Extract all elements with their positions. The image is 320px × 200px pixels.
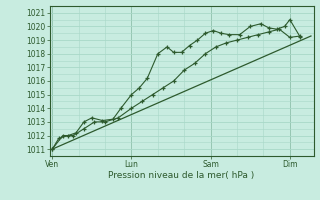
X-axis label: Pression niveau de la mer( hPa ): Pression niveau de la mer( hPa ) [108, 171, 255, 180]
